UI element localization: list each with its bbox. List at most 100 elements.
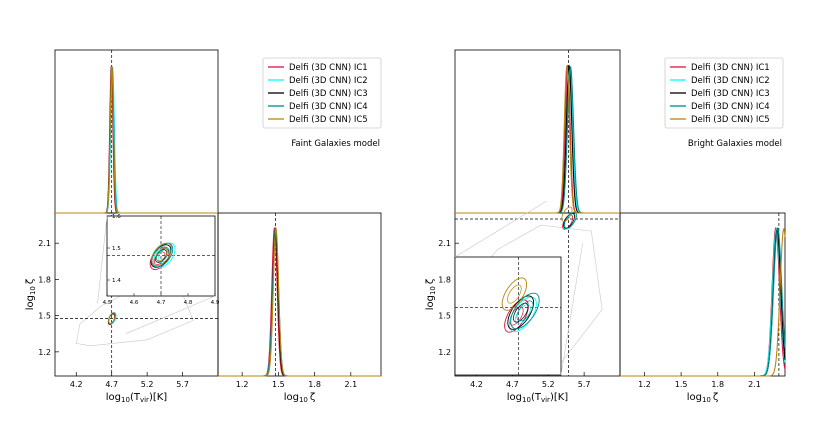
- legend: Delfi (3D CNN) IC1 Delfi (3D CNN) IC2 Delf…: [262, 57, 382, 129]
- x-marginal-curve-5: [455, 64, 620, 214]
- zeta-tick-label: 1.8: [711, 380, 724, 389]
- x-marginal-curve-1: [55, 65, 218, 214]
- frame-x-marginal: [454, 49, 621, 214]
- inset-contour-3: [150, 244, 172, 268]
- legend-box: [262, 57, 382, 129]
- inset-y-tick-label: 1.5: [112, 246, 121, 252]
- inset-y-tick-label: 1.6: [112, 214, 121, 220]
- legend-label-4: Delfi (3D CNN) IC4: [289, 102, 368, 112]
- zeta-marginal-curve-1: [218, 227, 381, 377]
- y-tick-label: 1.8: [38, 275, 51, 284]
- legend-label-5: Delfi (3D CNN) IC5: [691, 115, 770, 125]
- inset-contour-5: [151, 242, 172, 267]
- x-tick-label: 5.7: [578, 380, 591, 389]
- x-marginal-curve-1: [455, 64, 620, 214]
- x-marginal-curve-4: [455, 65, 620, 214]
- x-axis-label: log10(Tvir)[K]: [507, 392, 569, 404]
- inset-x-tick-label: 4.6: [130, 300, 139, 306]
- inset-zoom: [454, 256, 562, 376]
- zeta-marginal-curve-2: [620, 228, 786, 377]
- zeta-tick-label: 1.5: [675, 380, 688, 389]
- inset-contour-inner-2: [514, 304, 531, 325]
- y-axis-label: log10 ζ: [425, 279, 437, 311]
- zeta-tick-label: 1.8: [308, 380, 321, 389]
- zeta-marginal-curve-5: [218, 227, 381, 377]
- x-tick-label: 4.7: [105, 380, 118, 389]
- x-tick-label: 4.2: [70, 380, 83, 389]
- inset-y-tick-label: 1.4: [112, 278, 121, 284]
- legend-label-2: Delfi (3D CNN) IC2: [691, 76, 770, 86]
- y-axis-label: log10 ζ: [25, 279, 37, 311]
- legend-label-2: Delfi (3D CNN) IC2: [289, 76, 368, 86]
- inset-connector: [97, 215, 108, 304]
- zeta-tick-label: 2.1: [344, 380, 357, 389]
- x-marginal-curve-4: [55, 66, 218, 214]
- frame-x-marginal: [54, 49, 219, 214]
- inset-connector: [454, 200, 547, 258]
- y-tick-label: 2.1: [38, 239, 51, 248]
- joint-contour-5: [561, 206, 573, 222]
- inset-zoom: 4.5 4.6 4.7 4.8 4.9 1.4 1.5 1.6: [103, 214, 220, 306]
- y-tick-label: 1.2: [38, 348, 51, 357]
- inset-contour-inner-1: [153, 251, 166, 265]
- frame-zeta-marginal: [619, 212, 786, 377]
- inset-frame: [454, 256, 562, 376]
- x-tick-label: 5.2: [141, 380, 154, 389]
- x-marginal-curve-3: [455, 64, 620, 214]
- x-tick-label: 4.2: [470, 380, 483, 389]
- x-marginal-curve-2: [55, 66, 218, 214]
- legend-label-3: Delfi (3D CNN) IC3: [289, 89, 368, 99]
- zeta-tick-label: 1.2: [638, 380, 651, 389]
- zeta-marginal-curve-3: [218, 229, 381, 377]
- inset-contour-inner-4: [516, 300, 534, 322]
- inset-x-tick-label: 4.5: [103, 300, 112, 306]
- x-tick-label: 5.7: [176, 380, 189, 389]
- zeta-marginal-curve-3: [620, 229, 786, 377]
- frame-zeta-marginal: [217, 212, 382, 377]
- inset-contour-5: [501, 277, 528, 311]
- corner-bright: 4.2 4.7 5.2 5.7 1.2 1.5 1.8 2.1 1.2 1.5 1.8 2.1 log1…: [425, 49, 786, 404]
- legend-label-5: Delfi (3D CNN) IC5: [289, 115, 368, 125]
- inset-contour-2: [152, 242, 176, 269]
- inset-contour-4: [510, 292, 540, 330]
- model-title: Faint Galaxies model: [291, 139, 380, 149]
- zeta-axis-label: log10 ζ: [687, 392, 719, 404]
- zeta-axis-label: log10 ζ: [284, 392, 316, 404]
- x-tick-label: 5.2: [542, 380, 555, 389]
- x-tick-label: 4.7: [506, 380, 519, 389]
- inset-x-tick-label: 4.9: [211, 300, 220, 306]
- x-marginal-curve-2: [455, 65, 620, 214]
- zeta-marginal-curve-4: [218, 226, 381, 377]
- legend-label-3: Delfi (3D CNN) IC3: [691, 89, 770, 99]
- legend-label-1: Delfi (3D CNN) IC1: [289, 63, 368, 73]
- joint-contour-5: [108, 312, 116, 324]
- x-marginal-curve-3: [55, 65, 218, 214]
- x-marginal-curve-5: [55, 65, 218, 214]
- y-tick-label: 1.5: [38, 312, 51, 321]
- inset-contour-inner-5: [155, 247, 168, 262]
- zeta-marginal-curve-5: [620, 228, 786, 377]
- inset-connector: [125, 295, 216, 335]
- zeta-marginal-curve-4: [620, 227, 786, 377]
- inset-contour-inner-3: [155, 249, 167, 263]
- legend-label-1: Delfi (3D CNN) IC1: [691, 63, 770, 73]
- zeta-tick-label: 1.5: [272, 380, 285, 389]
- model-title: Bright Galaxies model: [688, 139, 782, 149]
- zeta-tick-label: 2.1: [748, 380, 761, 389]
- legend: Delfi (3D CNN) IC1 Delfi (3D CNN) IC2 Delf…: [664, 57, 784, 129]
- legend-label-4: Delfi (3D CNN) IC4: [691, 102, 770, 112]
- inset-x-tick-label: 4.8: [184, 300, 193, 306]
- inset-connector: [560, 243, 583, 376]
- legend-box: [664, 57, 784, 129]
- corner-faint: 4.2 4.7 5.2 5.7 1.2 1.5 1.8 2.1 1.2 1.5 1.8 2.1 log1…: [25, 49, 382, 404]
- zeta-tick-label: 1.2: [236, 380, 249, 389]
- y-tick-label: 2.1: [438, 239, 451, 248]
- inset-contour-inner-5: [507, 284, 522, 304]
- x-axis-label: log10(Tvir)[K]: [106, 392, 168, 404]
- y-tick-label: 1.8: [438, 275, 451, 284]
- joint-contour-4: [564, 211, 577, 229]
- zeta-marginal-curve-2: [218, 228, 381, 377]
- y-tick-label: 1.2: [438, 348, 451, 357]
- inset-contour-3: [507, 295, 535, 330]
